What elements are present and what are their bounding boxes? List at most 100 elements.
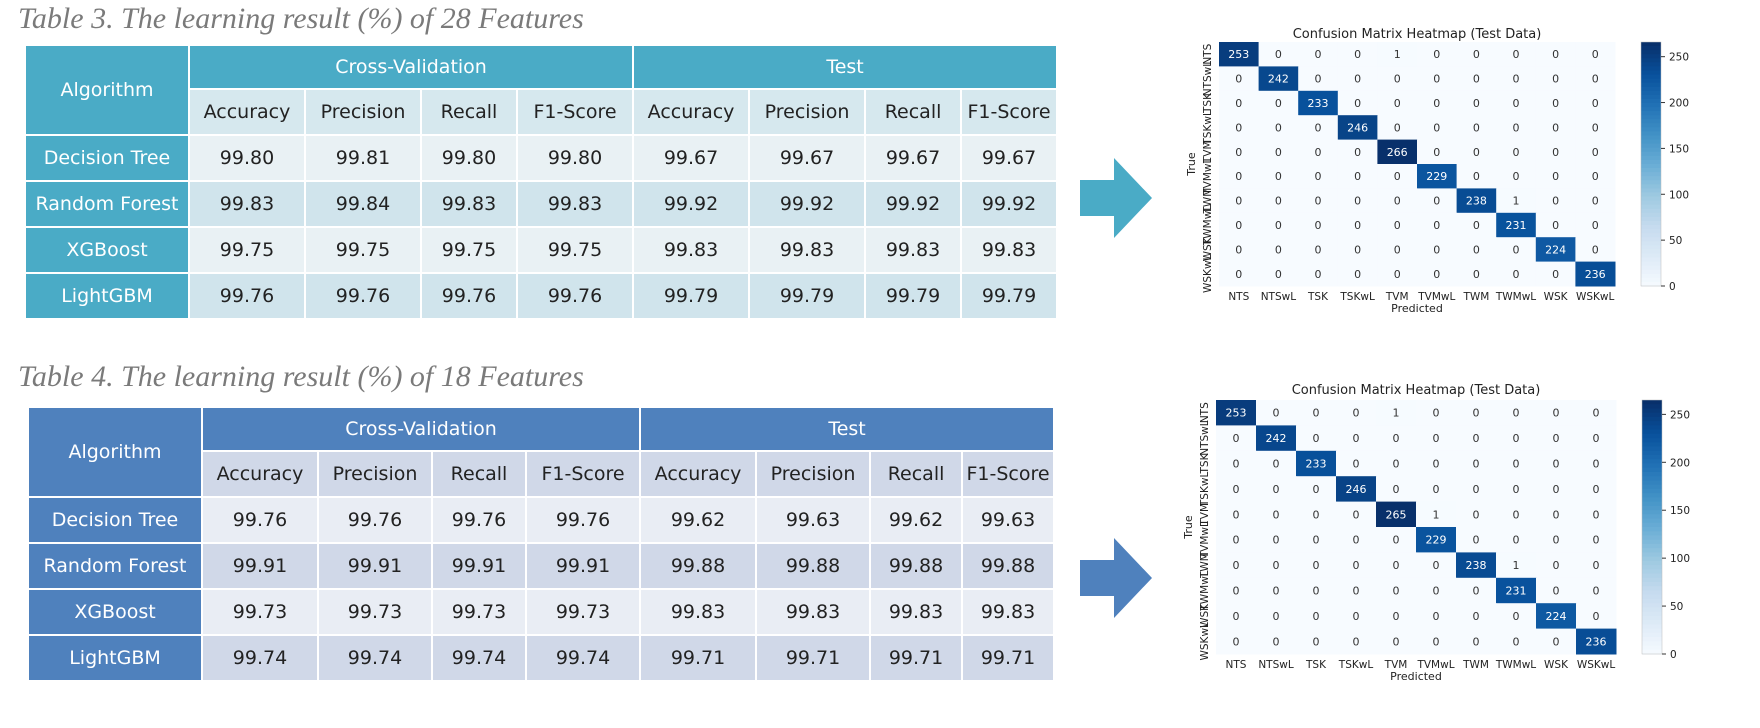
colorbar-tick-label: 250 [1669,52,1689,64]
cell-value-label: 0 [1313,610,1320,623]
colorbar-segment [1641,103,1661,108]
colorbar-segment [1641,220,1661,226]
heatmap-cell [1219,212,1260,238]
heatmap-cell [1296,476,1337,503]
heatmap-cell [1336,527,1377,553]
heatmap-cell [1216,476,1257,503]
cell-value-label: 238 [1466,195,1487,208]
metric-header: F1-Score [515,88,635,136]
heatmap-cell [1256,527,1297,553]
cell-value-label: 0 [1233,534,1240,547]
heatmap-cell [1535,164,1576,189]
cell-value-label: 0 [1394,73,1401,86]
heatmap-cell [1376,450,1417,477]
metric-value: 99.83 [748,226,867,274]
colorbar-segment [1642,455,1662,460]
x-tick-label: TWM [1462,291,1489,303]
colorbar-segment [1642,548,1662,553]
colorbar-segment [1641,261,1661,267]
heatmap-cell [1536,400,1577,426]
cell-value-label: 0 [1354,48,1361,61]
heatmap-cell [1536,603,1577,630]
metric-value: 99.74 [431,634,527,682]
cell-value-label: 0 [1593,432,1600,445]
cell-value-label: 0 [1235,195,1242,208]
cell-value-label: 0 [1353,610,1360,623]
heatmap-cell [1496,139,1537,165]
cell-value-label: 236 [1586,635,1607,648]
colorbar-segment [1641,107,1661,112]
cell-value-label: 265 [1386,508,1407,521]
metric-value: 99.80 [515,134,635,182]
heatmap-cell [1336,425,1377,452]
metric-header: Recall [864,88,963,136]
cell-value-label: 0 [1433,243,1440,256]
heatmap-cell [1219,90,1260,116]
heatmap-cell [1377,164,1418,189]
cell-value-label: 246 [1346,483,1367,496]
cell-value-label: 0 [1433,146,1440,159]
cell-value-label: 0 [1273,483,1280,496]
x-tick-label: TVMwL [1416,659,1454,671]
cell-value-label: 0 [1433,195,1440,208]
heatmap-cell [1256,450,1297,477]
cell-value-label: 0 [1593,585,1600,598]
heatmap-cell [1296,527,1337,553]
colorbar-segment [1641,62,1661,67]
cell-value-label: 0 [1353,407,1360,420]
cell-value-label: 0 [1315,121,1322,134]
heatmap-cell [1298,90,1339,116]
heatmap-cell [1456,90,1497,116]
y-tick-label: TSKwL [1199,472,1211,508]
heatmap-cell [1216,577,1257,604]
colorbar-segment [1642,569,1662,575]
heatmap-cell [1337,188,1378,214]
heatmap-cell [1256,603,1297,630]
heatmap-cell [1377,90,1418,116]
heatmap-cell [1216,425,1257,452]
colorbar-segment [1642,442,1662,448]
heatmap-cell [1496,42,1537,67]
metric-value: 99.76 [431,496,527,544]
cell-value-label: 0 [1553,407,1560,420]
colorbar-tick-label: 150 [1669,143,1689,155]
x-tick-label: TWMwL [1495,659,1536,671]
heatmap-cell [1456,501,1497,528]
x-tick-label: NTSwL [1258,659,1294,671]
cell-value-label: 0 [1275,219,1282,232]
metric-value: 99.83 [755,588,872,636]
algorithm-name: Decision Tree [24,134,190,182]
metric-header: F1-Score [524,450,642,498]
heatmap-cell [1456,425,1497,452]
cell-value-label: 0 [1313,635,1320,648]
cell-value-label: 0 [1394,243,1401,256]
test-header: Test [639,406,1056,452]
y-tick-label: NTS [1199,402,1211,423]
colorbar-segment [1641,115,1661,120]
colorbar-segment [1642,527,1662,532]
heatmap-cell [1496,164,1537,189]
cell-value-label: 0 [1233,432,1240,445]
test-header: Test [632,44,1059,90]
colorbar-segment [1641,241,1661,246]
colorbar-segment [1641,237,1661,242]
algorithm-header: Algorithm [27,406,203,498]
cell-value-label: 0 [1593,559,1600,572]
heatmap-cell [1456,400,1497,426]
heatmap-cell [1296,552,1337,579]
heatmap-cell [1417,139,1458,165]
heatmap-cell [1258,188,1299,214]
cell-value-label: 0 [1273,534,1280,547]
cell-value-label: 0 [1473,268,1480,281]
colorbar-segment [1642,590,1662,596]
heatmap-cell [1575,139,1616,165]
heatmap-cell [1496,577,1537,604]
metric-value: 99.75 [420,226,518,274]
colorbar-segment [1641,127,1661,133]
heatmap-cell [1296,400,1337,426]
colorbar-frame [1640,41,1662,287]
cell-value-label: 0 [1275,243,1282,256]
heatmap-cell [1535,90,1576,116]
cell-value-label: 0 [1233,508,1240,521]
cell-value-label: 0 [1235,121,1242,134]
